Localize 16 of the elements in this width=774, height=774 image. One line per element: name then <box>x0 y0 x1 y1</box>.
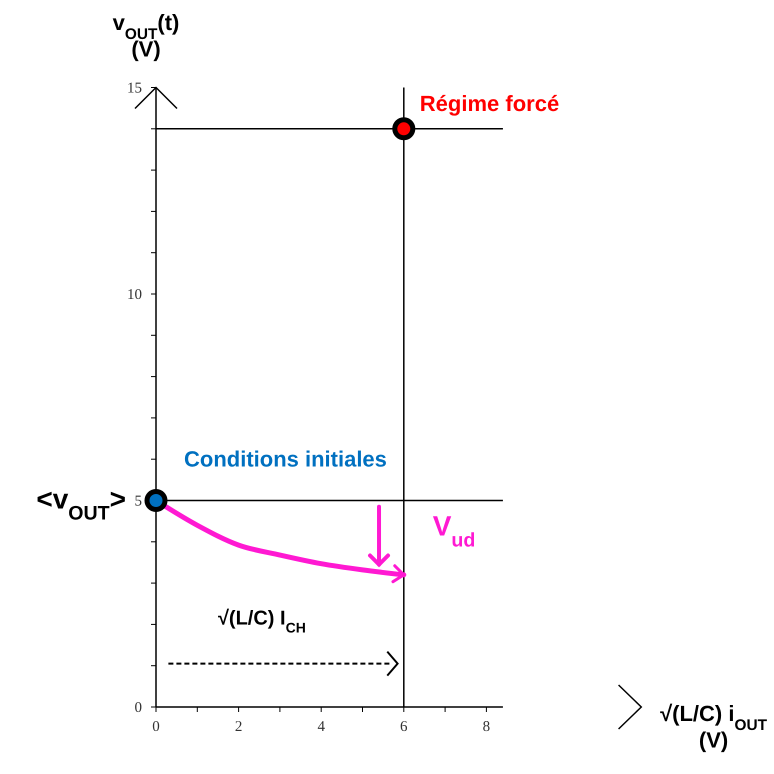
text: √(L/C) i$_{OUT}$ (V) <box>660 701 768 752</box>
ref-line-label: <v$_{OUT}$> <box>36 484 126 524</box>
y-tick-label: 0 <box>134 700 142 716</box>
annotation: V$_{ud}$ <box>432 510 476 552</box>
x-tick-label: 6 <box>400 719 408 735</box>
x-tick-label: 2 <box>234 719 242 735</box>
annotation: √(L/C) I$_{CH}$ <box>218 607 306 636</box>
y-axis-title: v$_{OUT}$(t) (V) <box>112 10 180 62</box>
annotation: Régime forcé <box>420 90 560 116</box>
annotation: Conditions initiales <box>184 446 387 472</box>
x-tick-label: 8 <box>482 719 490 735</box>
y-tick-label: 5 <box>134 494 142 510</box>
x-tick-label: 0 <box>152 719 160 735</box>
y-tick-label: 10 <box>127 287 142 303</box>
x-tick-label: 4 <box>317 719 326 735</box>
y-tick-label: 15 <box>127 80 142 96</box>
